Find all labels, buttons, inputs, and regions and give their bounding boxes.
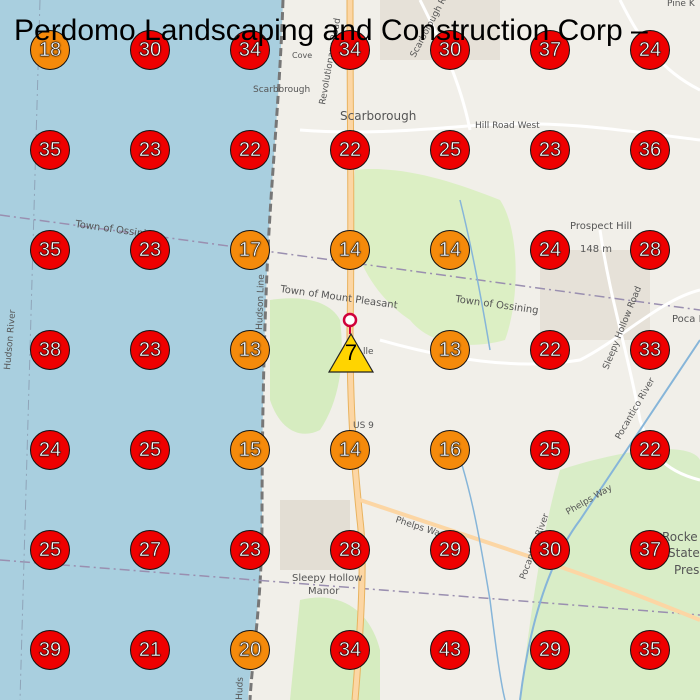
value-marker[interactable]: 17 bbox=[230, 230, 270, 270]
value-marker[interactable]: 13 bbox=[430, 330, 470, 370]
value-marker[interactable]: 35 bbox=[30, 230, 70, 270]
origin-value: 7 bbox=[344, 340, 358, 365]
scarborough-cove-label: Cove bbox=[292, 51, 312, 60]
origin-warning-icon bbox=[327, 312, 375, 373]
value-marker[interactable]: 35 bbox=[630, 630, 670, 670]
value-marker[interactable]: 33 bbox=[630, 330, 670, 370]
rockefeller-label: Rocke bbox=[662, 530, 698, 544]
rockefeller-label-3: Pres bbox=[674, 563, 699, 577]
hudson-line-label: Hudson Line bbox=[255, 274, 267, 330]
value-marker[interactable]: 22 bbox=[630, 430, 670, 470]
ardsley-tail-label: lle bbox=[363, 347, 374, 357]
value-marker[interactable]: 34 bbox=[330, 630, 370, 670]
value-marker[interactable]: 35 bbox=[30, 130, 70, 170]
value-marker[interactable]: 28 bbox=[630, 230, 670, 270]
rockefeller-label-2: State bbox=[668, 546, 700, 560]
scarborough-label: Scarborough bbox=[340, 109, 416, 123]
park-area bbox=[270, 298, 342, 434]
value-marker[interactable]: 24 bbox=[530, 230, 570, 270]
value-marker[interactable]: 18 bbox=[30, 30, 70, 70]
prospect-elevation-label: 148 m bbox=[580, 244, 612, 255]
value-marker[interactable]: 29 bbox=[530, 630, 570, 670]
value-marker[interactable]: 21 bbox=[130, 630, 170, 670]
value-marker[interactable]: 24 bbox=[30, 430, 70, 470]
pocantico-lake-label: Poca Lake P bbox=[672, 314, 700, 325]
value-marker[interactable]: 43 bbox=[430, 630, 470, 670]
sleepy-hollow-manor-label: Sleepy Hollow bbox=[292, 573, 362, 584]
value-marker[interactable]: 30 bbox=[530, 530, 570, 570]
value-marker[interactable]: 37 bbox=[630, 530, 670, 570]
value-marker[interactable]: 14 bbox=[430, 230, 470, 270]
value-marker[interactable]: 24 bbox=[630, 30, 670, 70]
value-marker[interactable]: 22 bbox=[330, 130, 370, 170]
value-marker[interactable]: 34 bbox=[330, 30, 370, 70]
value-marker[interactable]: 23 bbox=[230, 530, 270, 570]
sleepy-hollow-manor-label-2: Manor bbox=[308, 586, 340, 597]
value-marker[interactable]: 22 bbox=[230, 130, 270, 170]
value-marker[interactable]: 23 bbox=[130, 330, 170, 370]
value-marker[interactable]: 34 bbox=[230, 30, 270, 70]
value-marker[interactable]: 25 bbox=[530, 430, 570, 470]
value-marker[interactable]: 25 bbox=[130, 430, 170, 470]
value-marker[interactable]: 16 bbox=[430, 430, 470, 470]
value-marker[interactable]: 39 bbox=[30, 630, 70, 670]
hudson-line-label-b: Huds bbox=[235, 677, 246, 700]
value-marker[interactable]: 28 bbox=[330, 530, 370, 570]
value-marker[interactable]: 25 bbox=[30, 530, 70, 570]
value-marker[interactable]: 14 bbox=[330, 430, 370, 470]
prospect-hill-label: Prospect Hill bbox=[570, 221, 632, 232]
value-marker[interactable]: 22 bbox=[530, 330, 570, 370]
value-marker[interactable]: 27 bbox=[130, 530, 170, 570]
value-marker[interactable]: 37 bbox=[530, 30, 570, 70]
value-marker[interactable]: 15 bbox=[230, 430, 270, 470]
value-marker[interactable]: 23 bbox=[130, 230, 170, 270]
pine-road-label: Pine K bbox=[667, 0, 696, 9]
value-marker[interactable]: 20 bbox=[230, 630, 270, 670]
value-marker[interactable]: 30 bbox=[130, 30, 170, 70]
value-marker[interactable]: 25 bbox=[430, 130, 470, 170]
value-marker[interactable]: 29 bbox=[430, 530, 470, 570]
value-marker[interactable]: 13 bbox=[230, 330, 270, 370]
hill-road-west-label: Hill Road West bbox=[475, 121, 540, 131]
value-marker[interactable]: 30 bbox=[430, 30, 470, 70]
value-marker[interactable]: 38 bbox=[30, 330, 70, 370]
value-marker[interactable]: 23 bbox=[130, 130, 170, 170]
origin-marker[interactable]: 7 bbox=[327, 312, 375, 374]
page-title: Perdomo Landscaping and Construction Cor… bbox=[14, 14, 648, 47]
us9-label: US 9 bbox=[353, 421, 374, 431]
value-marker[interactable]: 36 bbox=[630, 130, 670, 170]
value-marker[interactable]: 14 bbox=[330, 230, 370, 270]
scarborough-station-label: Scarborough bbox=[253, 85, 310, 95]
value-marker[interactable]: 23 bbox=[530, 130, 570, 170]
